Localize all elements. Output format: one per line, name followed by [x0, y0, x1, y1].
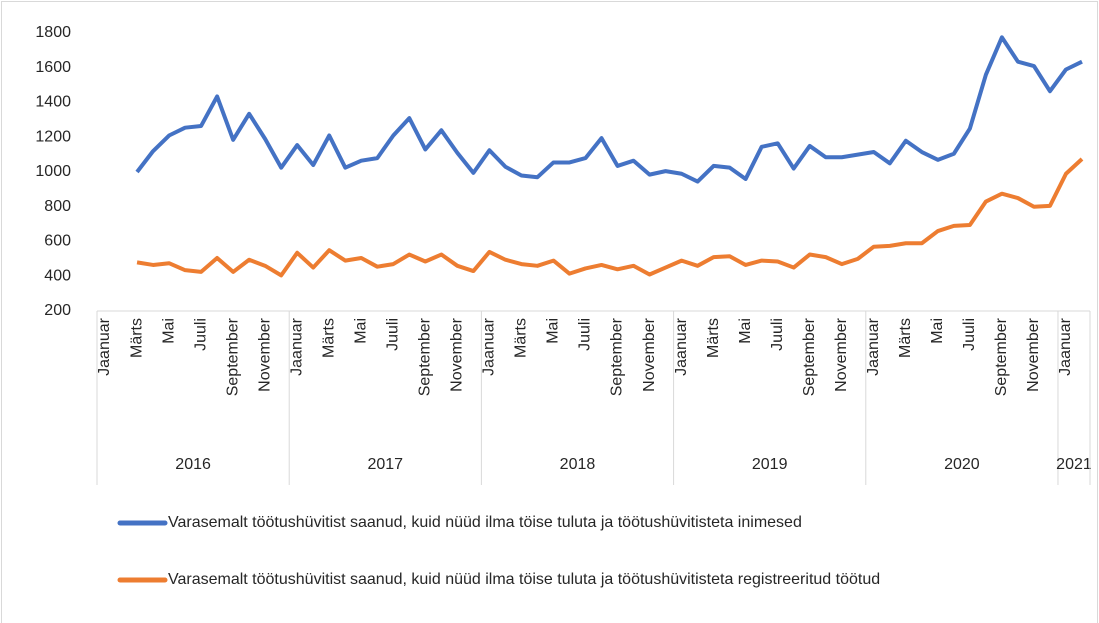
x-tick-label: Märts	[705, 318, 722, 358]
x-tick-label: Märts	[128, 318, 145, 358]
x-tick-label: Mai	[737, 318, 754, 344]
y-tick-label: 600	[44, 233, 71, 250]
x-tick-label: Jaanuar	[96, 317, 113, 375]
x-tick-label: Juuli	[961, 318, 978, 351]
x-group-label: 2021	[1056, 456, 1092, 473]
x-tick-label: September	[801, 317, 818, 396]
x-tick-label: September	[993, 317, 1010, 396]
legend-item: Varasemalt töötushüvitist saanud, kuid n…	[168, 571, 881, 588]
x-tick-label: November	[641, 317, 658, 391]
x-tick-label: Juuli	[385, 318, 402, 351]
x-tick-label: September	[224, 317, 241, 396]
x-tick-label: Jaanuar	[1057, 317, 1074, 375]
y-tick-label: 1200	[35, 128, 71, 145]
x-group-label: 2016	[175, 456, 211, 473]
y-tick-label: 400	[44, 267, 71, 284]
x-tick-label: Juuli	[192, 318, 209, 351]
x-tick-label: Mai	[545, 318, 562, 344]
x-tick-label: November	[1025, 317, 1042, 391]
y-tick-label: 200	[44, 302, 71, 319]
x-group-label: 2017	[367, 456, 403, 473]
y-tick-label: 800	[44, 198, 71, 215]
x-tick-label: Juuli	[769, 318, 786, 351]
x-tick-label: Märts	[897, 318, 914, 358]
series-line	[135, 35, 1083, 184]
legend-label: Varasemalt töötushüvitist saanud, kuid n…	[168, 571, 881, 588]
legend-item: Varasemalt töötushüvitist saanud, kuid n…	[168, 514, 802, 531]
y-tick-label: 1400	[35, 94, 71, 111]
x-tick-label: Jaanuar	[673, 317, 690, 375]
series-line	[136, 157, 1084, 278]
x-tick-label: November	[833, 317, 850, 391]
x-group-label: 2020	[944, 456, 980, 473]
y-tick-label: 1000	[35, 163, 71, 180]
x-tick-label: November	[256, 317, 273, 391]
legend-label: Varasemalt töötushüvitist saanud, kuid n…	[168, 514, 802, 531]
x-tick-label: Juuli	[577, 318, 594, 351]
y-tick-label: 1600	[35, 59, 71, 76]
x-tick-label: Mai	[352, 318, 369, 344]
x-tick-label: Mai	[929, 318, 946, 344]
x-tick-label: November	[449, 317, 466, 391]
x-tick-label: Jaanuar	[865, 317, 882, 375]
x-tick-label: Märts	[513, 318, 530, 358]
x-tick-label: Jaanuar	[288, 317, 305, 375]
y-tick-label: 1800	[35, 24, 71, 41]
x-tick-label: Mai	[160, 318, 177, 344]
x-tick-label: Märts	[320, 318, 337, 358]
x-tick-label: Jaanuar	[481, 317, 498, 375]
x-group-label: 2018	[560, 456, 596, 473]
x-group-label: 2019	[752, 456, 788, 473]
x-tick-label: September	[417, 317, 434, 396]
x-tick-label: September	[609, 317, 626, 396]
